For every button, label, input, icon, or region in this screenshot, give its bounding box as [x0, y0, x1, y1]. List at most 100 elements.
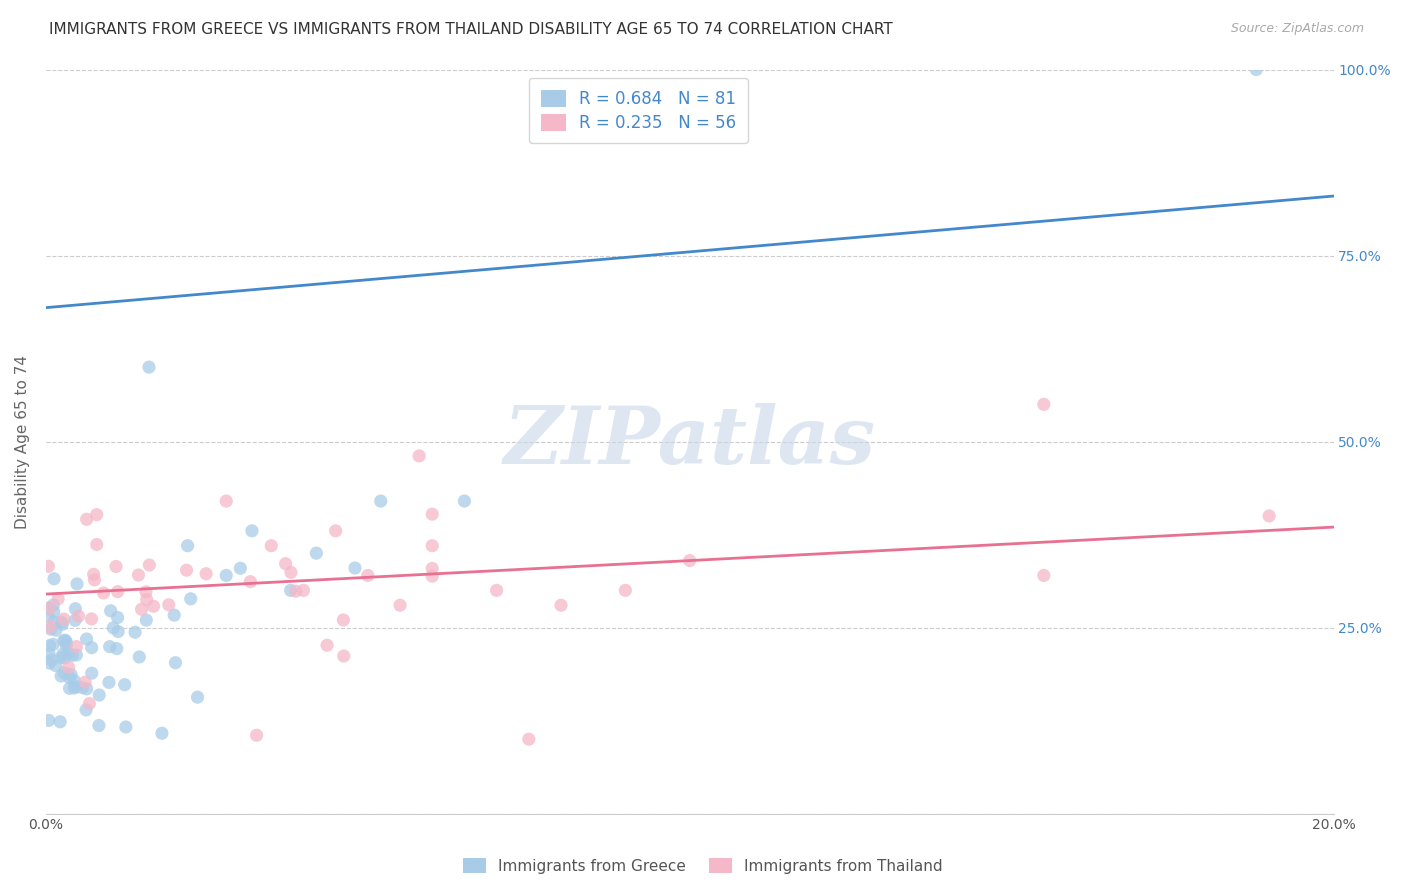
Point [49, 714, 72, 729]
Point [58, 646, 80, 660]
Point [115, 720, 138, 734]
Point [66, 577, 89, 591]
Point [72, 681, 94, 695]
Point [127, 568, 149, 582]
Point [105, 641, 128, 656]
Point [103, 621, 125, 635]
Point [163, 608, 186, 623]
Legend: Immigrants from Greece, Immigrants from Thailand: Immigrants from Greece, Immigrants from … [457, 852, 949, 880]
Point [38, 639, 60, 653]
Point [80, 666, 103, 681]
Point [131, 602, 153, 616]
Point [41, 653, 63, 667]
Point [38, 656, 60, 670]
Point [38, 610, 60, 624]
Point [105, 559, 128, 574]
Point [135, 585, 157, 599]
Point [135, 613, 157, 627]
Point [332, 648, 354, 663]
Point [83, 573, 105, 587]
Point [75, 703, 97, 717]
Point [65, 640, 87, 654]
Point [38, 714, 60, 728]
Point [343, 561, 366, 575]
Point [292, 583, 315, 598]
Point [86, 537, 108, 551]
Point [58, 681, 80, 696]
Point [517, 732, 540, 747]
Point [107, 584, 129, 599]
Point [550, 599, 572, 613]
Point [142, 599, 165, 614]
Point [63, 681, 86, 695]
Point [420, 561, 443, 575]
Point [107, 610, 129, 624]
Point [60, 648, 83, 663]
Point [53, 650, 76, 665]
Point [87, 718, 110, 732]
Point [42, 605, 65, 619]
Point [44, 615, 66, 629]
Point [52, 612, 75, 626]
Point [245, 728, 267, 742]
Point [58, 671, 80, 685]
Point [83, 567, 105, 582]
Point [97, 675, 120, 690]
Point [420, 569, 443, 583]
Point [65, 680, 87, 694]
Point [51, 650, 73, 665]
Point [76, 681, 98, 696]
Point [316, 638, 339, 652]
Point [1032, 568, 1054, 582]
Point [679, 553, 702, 567]
Point [37, 559, 59, 574]
Point [305, 546, 328, 560]
Point [215, 568, 238, 582]
Point [45, 623, 67, 637]
Text: ZIPatlas: ZIPatlas [503, 403, 876, 480]
Point [75, 675, 97, 690]
Point [195, 566, 218, 581]
Point [37, 601, 59, 615]
Point [58, 660, 80, 674]
Point [138, 360, 160, 375]
Point [89, 688, 111, 702]
Point [100, 604, 122, 618]
Point [389, 599, 412, 613]
Point [98, 640, 121, 654]
Point [107, 624, 129, 639]
Point [150, 726, 173, 740]
Point [165, 656, 187, 670]
Text: IMMIGRANTS FROM GREECE VS IMMIGRANTS FROM THAILAND DISABILITY AGE 65 TO 74 CORRE: IMMIGRANTS FROM GREECE VS IMMIGRANTS FRO… [49, 22, 893, 37]
Point [138, 558, 160, 572]
Point [42, 637, 65, 651]
Point [44, 658, 66, 673]
Point [52, 633, 75, 648]
Point [39, 622, 62, 636]
Point [157, 598, 180, 612]
Point [274, 557, 297, 571]
Point [53, 633, 76, 648]
Point [260, 539, 283, 553]
Point [1258, 508, 1281, 523]
Point [65, 648, 87, 662]
Point [80, 612, 103, 626]
Text: Source: ZipAtlas.com: Source: ZipAtlas.com [1230, 22, 1364, 36]
Point [38, 647, 60, 661]
Point [114, 678, 136, 692]
Point [239, 574, 262, 589]
Point [55, 635, 77, 649]
Legend: R = 0.684   N = 81, R = 0.235   N = 56: R = 0.684 N = 81, R = 0.235 N = 56 [529, 78, 748, 144]
Point [453, 494, 475, 508]
Point [63, 673, 86, 688]
Point [86, 508, 108, 522]
Y-axis label: Disability Age 65 to 74: Disability Age 65 to 74 [15, 354, 30, 529]
Point [128, 650, 150, 665]
Point [1246, 62, 1268, 77]
Point [186, 690, 208, 705]
Point [229, 561, 252, 575]
Point [332, 613, 354, 627]
Point [55, 638, 77, 652]
Point [176, 539, 198, 553]
Point [370, 494, 392, 508]
